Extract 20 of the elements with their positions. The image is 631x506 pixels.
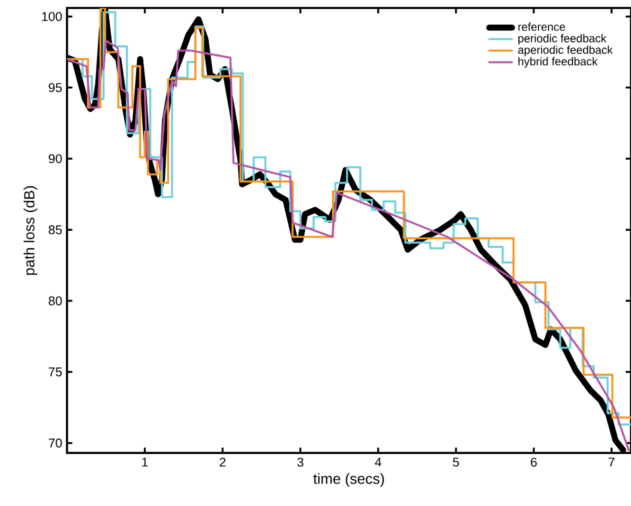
x-tick-label: 4 [374,458,382,466]
x-axis-title: time (secs) [313,473,384,487]
legend-label: reference [518,22,566,31]
x-tick-label: 6 [530,458,537,467]
legend-label: periodic feedback [518,34,606,45]
y-tick-label: 70 [48,438,62,448]
y-tick-label: 85 [48,225,62,234]
legend-label: aperiodic feedback [518,46,613,56]
x-tick-label: 3 [297,458,304,467]
y-tick-label: 75 [48,368,62,376]
x-tick-label: 1 [142,458,148,466]
y-tick-label: 95 [48,83,62,92]
y-tick-label: 80 [48,296,62,306]
y-axis-title: path loss (dB) [24,186,38,275]
y-tick-label: 90 [48,154,62,164]
x-tick-label: 7 [608,458,614,466]
x-tick-label: 5 [452,458,459,467]
y-tick-label: 100 [42,12,62,22]
x-tick-label: 2 [220,458,226,467]
legend-label: hybrid feedback [518,57,598,68]
